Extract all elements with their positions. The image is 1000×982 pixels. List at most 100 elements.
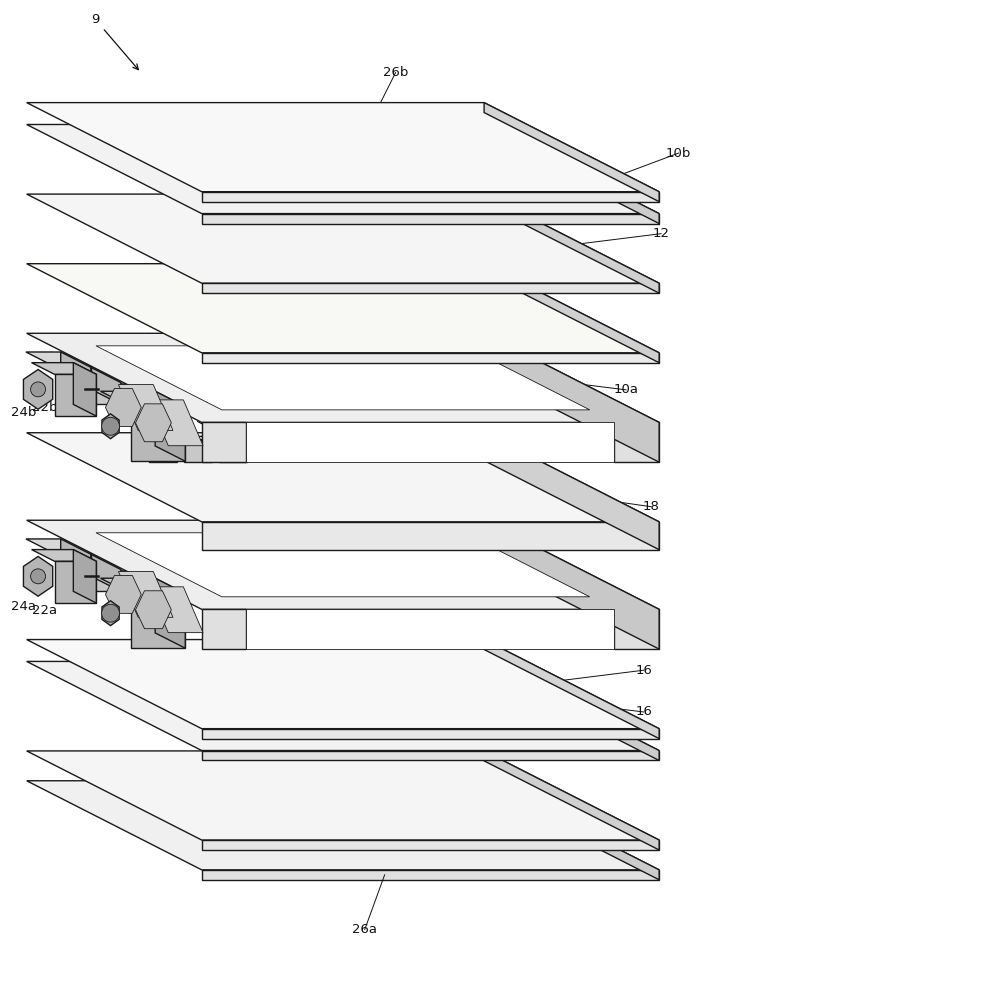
Polygon shape	[202, 870, 659, 880]
Text: 22b: 22b	[167, 406, 248, 449]
Polygon shape	[27, 520, 659, 609]
Polygon shape	[119, 586, 154, 608]
Polygon shape	[202, 213, 659, 224]
Text: 24a: 24a	[11, 600, 36, 614]
Polygon shape	[119, 400, 154, 421]
Circle shape	[102, 604, 120, 623]
Polygon shape	[484, 194, 659, 293]
Polygon shape	[202, 521, 659, 550]
Polygon shape	[202, 422, 246, 463]
Polygon shape	[55, 374, 96, 416]
Polygon shape	[27, 662, 659, 750]
Polygon shape	[73, 362, 96, 416]
Polygon shape	[184, 440, 212, 462]
Polygon shape	[86, 570, 121, 591]
Text: 24b: 24b	[11, 406, 36, 418]
Text: 12: 12	[653, 227, 670, 241]
Polygon shape	[26, 539, 91, 554]
Polygon shape	[484, 333, 659, 463]
Polygon shape	[202, 609, 246, 649]
Polygon shape	[89, 571, 154, 586]
Polygon shape	[32, 550, 96, 562]
Polygon shape	[131, 593, 185, 648]
Circle shape	[102, 417, 120, 435]
Polygon shape	[484, 662, 659, 760]
Polygon shape	[119, 400, 184, 414]
Polygon shape	[240, 436, 247, 462]
Polygon shape	[484, 125, 659, 224]
Polygon shape	[124, 384, 154, 421]
Polygon shape	[131, 407, 185, 462]
Polygon shape	[202, 729, 659, 738]
Polygon shape	[105, 389, 141, 426]
Polygon shape	[484, 433, 659, 550]
Circle shape	[31, 382, 46, 397]
Polygon shape	[246, 609, 614, 649]
Text: 22a: 22a	[32, 604, 57, 617]
Polygon shape	[27, 102, 659, 191]
Text: 9: 9	[91, 13, 138, 70]
Text: 18b: 18b	[577, 421, 603, 434]
Polygon shape	[86, 383, 121, 405]
Polygon shape	[124, 571, 154, 608]
Text: 10b: 10b	[666, 146, 691, 160]
Polygon shape	[27, 264, 659, 353]
Polygon shape	[119, 586, 184, 602]
Polygon shape	[143, 436, 177, 440]
Polygon shape	[27, 333, 659, 422]
Polygon shape	[154, 586, 184, 624]
Polygon shape	[118, 572, 173, 618]
Polygon shape	[118, 385, 173, 430]
Polygon shape	[246, 422, 614, 463]
Text: 26a: 26a	[352, 923, 377, 936]
Polygon shape	[154, 400, 184, 437]
Polygon shape	[27, 125, 659, 213]
Polygon shape	[484, 520, 659, 649]
Polygon shape	[202, 840, 659, 850]
Polygon shape	[155, 391, 185, 462]
Polygon shape	[614, 609, 659, 649]
Polygon shape	[61, 352, 91, 389]
Polygon shape	[205, 436, 212, 462]
Polygon shape	[26, 352, 91, 367]
Polygon shape	[202, 191, 659, 201]
Text: 26b: 26b	[383, 66, 408, 80]
Polygon shape	[56, 367, 91, 389]
Text: 18a: 18a	[402, 572, 427, 585]
Polygon shape	[100, 391, 185, 407]
Polygon shape	[170, 436, 177, 462]
Polygon shape	[102, 601, 119, 626]
Polygon shape	[23, 369, 53, 409]
Polygon shape	[202, 283, 659, 293]
Text: 18: 18	[643, 500, 660, 514]
Polygon shape	[484, 264, 659, 362]
Text: 16: 16	[635, 664, 652, 677]
Polygon shape	[484, 102, 659, 201]
Polygon shape	[96, 533, 590, 597]
Text: 16: 16	[635, 705, 652, 719]
Text: 12b: 12b	[385, 352, 410, 364]
Polygon shape	[27, 194, 659, 283]
Polygon shape	[155, 578, 185, 648]
Text: 22b: 22b	[32, 401, 57, 414]
Polygon shape	[484, 751, 659, 850]
Polygon shape	[56, 554, 91, 576]
Polygon shape	[100, 578, 185, 593]
Polygon shape	[56, 554, 121, 570]
Text: 22a: 22a	[219, 697, 244, 710]
Text: 14: 14	[186, 683, 203, 696]
Circle shape	[31, 569, 46, 583]
Polygon shape	[73, 550, 96, 603]
Text: 10a: 10a	[614, 383, 639, 397]
Polygon shape	[136, 404, 171, 442]
Polygon shape	[614, 422, 659, 463]
Polygon shape	[32, 362, 96, 374]
Polygon shape	[149, 400, 203, 446]
Polygon shape	[91, 367, 121, 405]
Polygon shape	[27, 433, 659, 521]
Polygon shape	[149, 414, 184, 437]
Polygon shape	[96, 346, 590, 409]
Text: 12a: 12a	[344, 573, 369, 586]
Polygon shape	[23, 557, 53, 596]
Polygon shape	[484, 781, 659, 880]
